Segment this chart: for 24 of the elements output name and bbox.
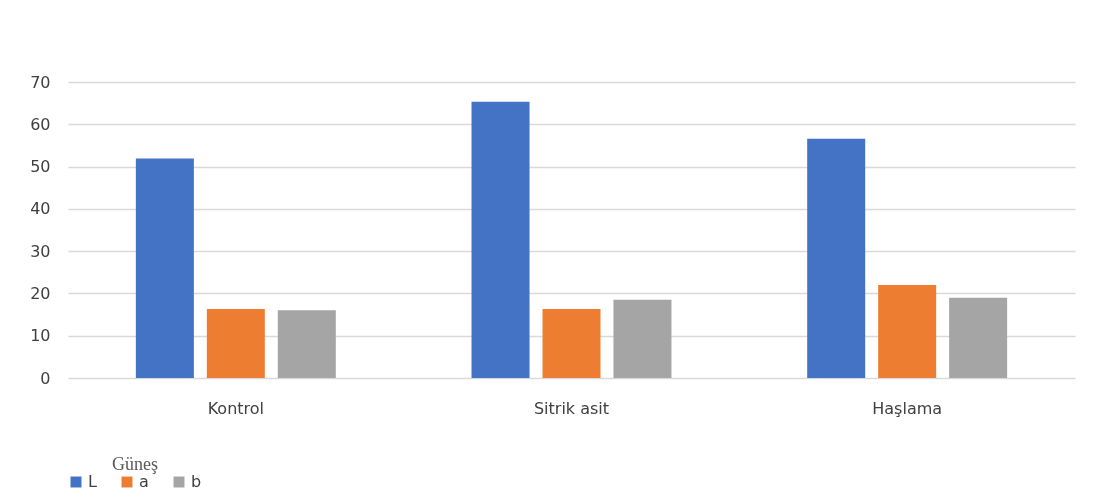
bar [135, 158, 194, 378]
y-tick-label: 70 [30, 72, 51, 92]
x-tick-label: Haşlama [872, 398, 943, 418]
y-tick-label: 20 [30, 283, 51, 303]
legend-title: Güneş [112, 454, 158, 474]
bar [542, 309, 601, 378]
bar [807, 138, 866, 378]
bar [878, 284, 937, 378]
legend-label: b [191, 472, 202, 491]
legend-label: L [88, 472, 97, 491]
bar [949, 297, 1008, 378]
bar [206, 309, 265, 378]
x-tick-label: Kontrol [207, 398, 265, 418]
y-tick-label: 40 [30, 199, 51, 219]
bar [471, 101, 530, 378]
y-tick-label: 50 [30, 157, 51, 177]
y-tick-label: 30 [30, 241, 51, 261]
bar [277, 310, 336, 378]
y-tick-label: 0 [40, 368, 51, 388]
bar [613, 299, 672, 378]
y-tick-label: 60 [30, 114, 51, 134]
legend-label: a [139, 472, 149, 491]
y-tick-label: 10 [30, 326, 51, 346]
x-tick-label: Sitrik asit [533, 398, 610, 418]
